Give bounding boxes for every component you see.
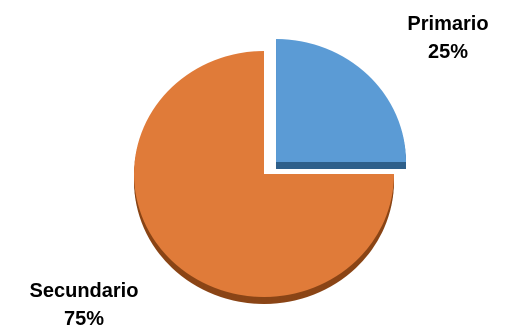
label-primario: Primario 25% bbox=[407, 13, 488, 63]
slice-name-primario: Primario bbox=[407, 13, 488, 35]
label-secundario: Secundario 75% bbox=[30, 280, 139, 330]
slice-value-primario: 25% bbox=[428, 41, 468, 63]
pie-slice-primario bbox=[276, 38, 407, 162]
slice-value-secundario: 75% bbox=[64, 308, 104, 330]
pie-slices bbox=[134, 38, 407, 297]
pie-slice-secundario bbox=[134, 51, 394, 297]
slice-name-secundario: Secundario bbox=[30, 280, 139, 302]
